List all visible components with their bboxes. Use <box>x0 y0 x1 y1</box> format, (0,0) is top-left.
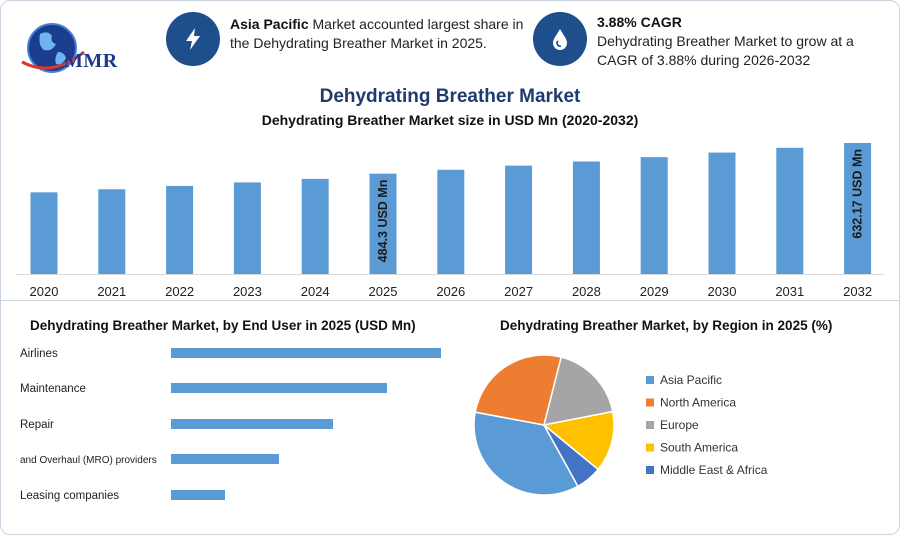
category-label: Maintenance <box>20 383 86 395</box>
bar-data-label: 632.17 USD Mn <box>851 149 865 239</box>
x-tick-label: 2029 <box>640 284 669 299</box>
x-tick-label: 2027 <box>504 284 533 299</box>
category-label: Leasing companies <box>20 490 119 502</box>
x-tick-label: 2028 <box>572 284 601 299</box>
info-largest-share: Asia Pacific Market accounted largest sh… <box>166 12 526 66</box>
legend-label: North America <box>660 396 736 410</box>
legend-swatch <box>646 376 654 384</box>
bar-2021 <box>98 189 126 274</box>
region-pie-chart: Asia Pacific North America Europe South Ame… <box>473 354 768 496</box>
pie-slice <box>473 411 579 496</box>
x-tick-label: 2026 <box>436 284 465 299</box>
bar-data-label: 484.3 USD Mn <box>376 180 390 263</box>
bar-2022 <box>166 185 194 274</box>
x-tick-label: 2025 <box>369 284 398 299</box>
bar-2025 <box>369 173 397 274</box>
legend-swatch <box>646 466 654 474</box>
x-tick-label: 2031 <box>775 284 804 299</box>
info-cagr: 3.88% CAGR Dehydrating Breather Market t… <box>533 12 893 70</box>
globe-icon <box>21 23 85 73</box>
section-divider <box>0 300 900 301</box>
info-icon-circle <box>166 12 220 66</box>
bar-2020 <box>30 192 58 274</box>
legend-label: Middle East & Africa <box>660 463 768 477</box>
category-label: Repair <box>20 419 54 431</box>
hbar <box>171 454 279 464</box>
legend-label: Europe <box>660 418 699 432</box>
category-label: and Overhaul (MRO) providers <box>20 455 157 466</box>
x-tick-label: 2023 <box>233 284 262 299</box>
category-label: Airlines <box>20 348 58 360</box>
info-highlight: Asia Pacific <box>230 16 309 32</box>
end-user-bar-chart: Airlines Maintenance Repair and Overhaul (M… <box>20 348 441 502</box>
bar-2026 <box>437 169 465 274</box>
bar-2028 <box>572 161 600 274</box>
bar-2023 <box>233 182 261 274</box>
legend-swatch <box>646 421 654 429</box>
hbar <box>171 419 333 429</box>
lightning-icon <box>186 28 200 50</box>
bar-2031 <box>776 147 804 274</box>
bar-2029 <box>640 157 668 274</box>
pie-slice <box>543 424 600 488</box>
x-tick-label: 2032 <box>843 284 872 299</box>
x-tick-label: 2020 <box>30 284 59 299</box>
info-largest-share-text: Asia Pacific Market accounted largest sh… <box>230 15 526 53</box>
pie-slice <box>542 410 615 471</box>
legend-label: South America <box>660 441 738 455</box>
region-chart-title: Dehydrating Breather Market, by Region i… <box>500 318 833 333</box>
logo <box>18 18 138 78</box>
hbar <box>171 383 387 393</box>
pie-slice <box>542 356 614 426</box>
x-tick-label: 2021 <box>97 284 126 299</box>
bar-chart-title: Dehydrating Breather Market size in USD … <box>261 112 639 128</box>
end-user-chart-title: Dehydrating Breather Market, by End User… <box>30 318 416 333</box>
info-body: Market accounted largest share in the De… <box>230 16 524 51</box>
legend-swatch <box>646 443 654 452</box>
logo-text: MMR <box>64 50 118 72</box>
water-drop-icon <box>553 29 567 50</box>
legend-swatch <box>646 398 654 407</box>
hbar <box>171 490 225 500</box>
bar-2032 <box>844 143 872 274</box>
market-size-bar-chart: 2020 2021 2022 2023 2024 2025 484.3 USD Mn 2026… <box>16 143 884 299</box>
x-tick-label: 2024 <box>301 284 330 299</box>
bar-2030 <box>708 152 736 274</box>
bar-2024 <box>301 178 329 274</box>
pie-slice <box>474 354 563 426</box>
legend-label: Asia Pacific <box>660 373 722 387</box>
info-icon-circle <box>533 12 587 66</box>
x-tick-label: 2022 <box>165 284 194 299</box>
info-cagr-title: 3.88% CAGR <box>597 14 682 30</box>
hbar <box>171 348 441 358</box>
x-tick-label: 2030 <box>708 284 737 299</box>
info-cagr-text: 3.88% CAGR Dehydrating Breather Market t… <box>597 13 893 70</box>
main-title: Dehydrating Breather Market <box>319 86 581 107</box>
info-cagr-body: Dehydrating Breather Market to grow at a… <box>597 33 854 68</box>
bar-2027 <box>505 165 533 274</box>
